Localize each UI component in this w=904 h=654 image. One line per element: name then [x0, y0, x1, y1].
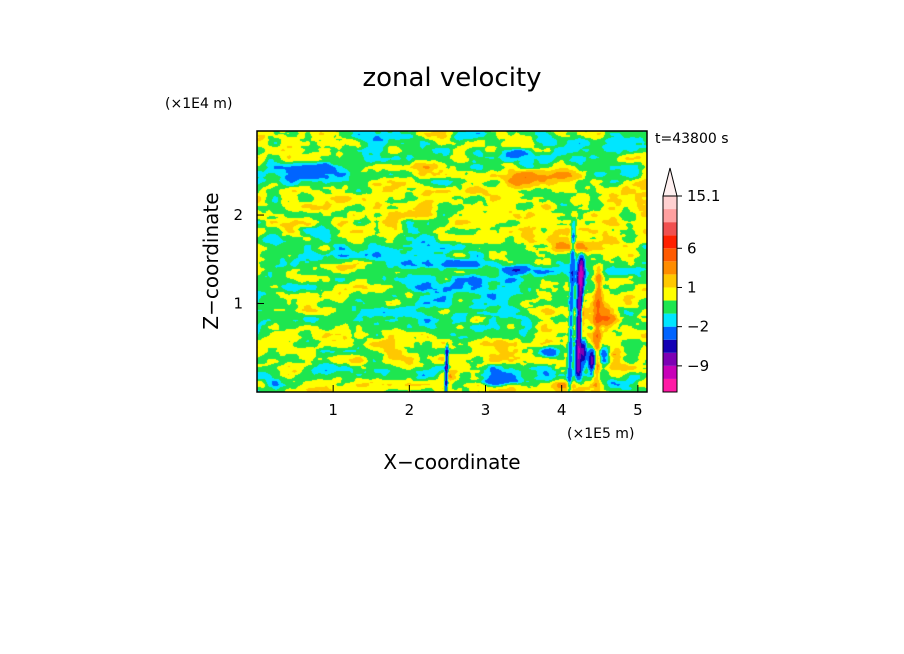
colorbar-swatch [663, 365, 677, 379]
colorbar-swatch [663, 261, 677, 275]
colorbar-swatch [663, 196, 677, 210]
x-tick-label: 3 [481, 401, 491, 419]
colorbar-swatch [663, 287, 677, 301]
x-tick-label: 5 [633, 401, 643, 419]
x-tick-label: 4 [557, 401, 567, 419]
colorbar-swatch [663, 222, 677, 236]
colorbar-swatch [663, 300, 677, 314]
y-tick-label: 1 [233, 295, 243, 313]
colorbar: 15.1 6 1 −2 −9 [662, 167, 720, 393]
colorbar-swatch [663, 209, 677, 223]
x-axis-label: X−coordinate [383, 450, 520, 474]
x-scale-label: (×1E5 m) [567, 426, 634, 442]
plot-frame [256, 130, 648, 393]
colorbar-outline [662, 195, 678, 393]
x-tick-label: 1 [328, 401, 338, 419]
colorbar-swatch [663, 352, 677, 366]
y-scale-label: (×1E4 m) [165, 96, 232, 112]
colorbar-swatch [663, 274, 677, 288]
colorbar-label: −9 [687, 357, 709, 375]
colorbar-label: 1 [687, 278, 697, 296]
y-tick-label: 2 [233, 206, 243, 224]
colorbar-swatch [663, 248, 677, 262]
time-label: t=43800 s [655, 131, 729, 147]
colorbar-swatch [663, 235, 677, 249]
colorbar-label: −2 [687, 318, 709, 336]
chart-title: zonal velocity [362, 63, 541, 93]
colorbar-swatch [663, 339, 677, 353]
colorbar-label: 15.1 [687, 187, 720, 205]
velocity-field-raster [257, 131, 647, 392]
colorbar-swatch [663, 326, 677, 340]
colorbar-swatch [663, 313, 677, 327]
colorbar-extension [662, 167, 678, 197]
y-axis-ticks: 12 [233, 206, 264, 313]
y-axis-label: Z−coordinate [199, 192, 223, 329]
x-tick-label: 2 [405, 401, 415, 419]
colorbar-label: 6 [687, 239, 697, 257]
x-axis-ticks: 1 2 3 4 5 [328, 385, 643, 419]
colorbar-swatch [663, 378, 677, 392]
